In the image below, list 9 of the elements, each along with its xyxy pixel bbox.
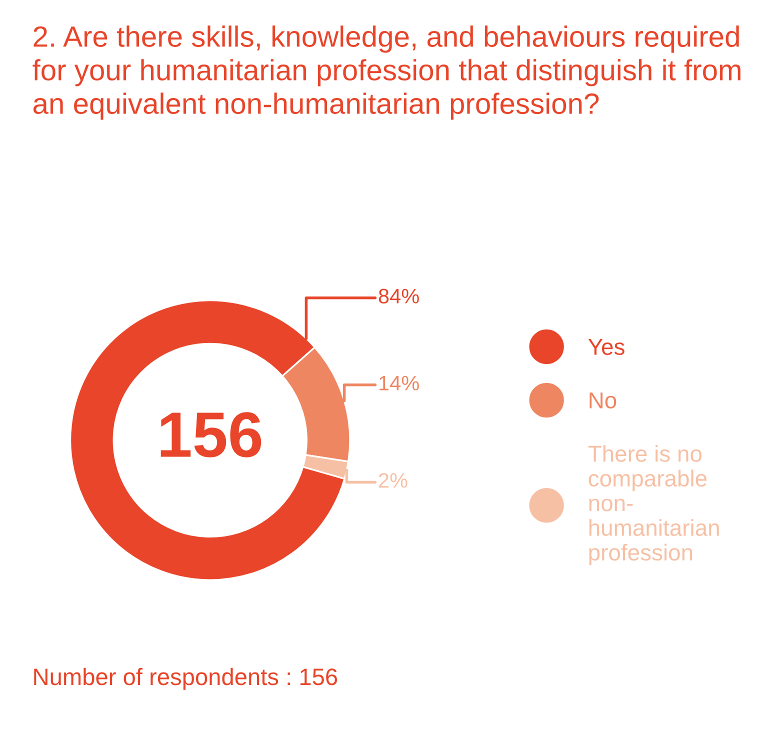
text: 156 (160, 412, 262, 458)
data-label: 2% (379, 473, 408, 488)
legend-label: No (590, 392, 616, 408)
data-label: 14% (380, 376, 419, 390)
data-label: 84% (378, 288, 419, 304)
legend-label: There is no comparable non-humanitarian profession (588, 445, 719, 566)
text: Number of respondents : 156 (34, 668, 338, 690)
chart-title: 2. Are there skills, knowledge, and behaviours required for your humanitarian profession that distinguish it from an equivalent non-humanitarian profession? (32, 26, 740, 120)
legend-label: Yes (588, 339, 624, 356)
